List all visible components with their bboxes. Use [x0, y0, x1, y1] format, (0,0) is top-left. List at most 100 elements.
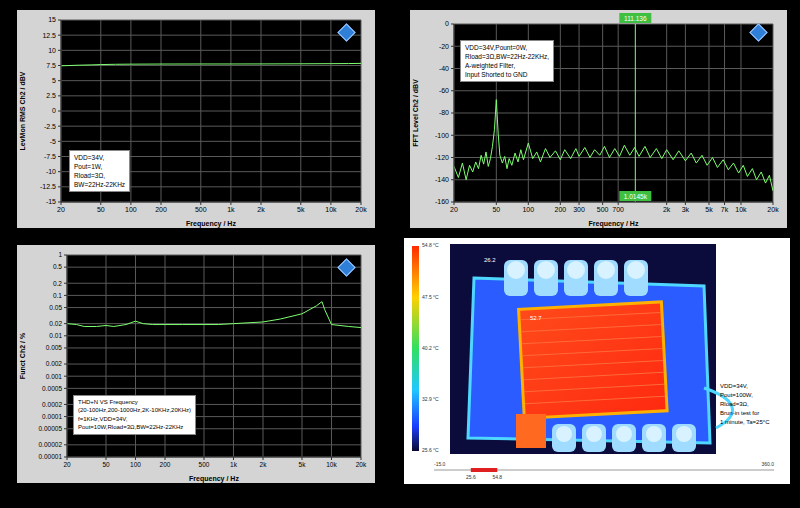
svg-text:0.002: 0.002: [46, 360, 63, 367]
svg-text:12.5: 12.5: [42, 32, 56, 39]
svg-text:47.5 °C: 47.5 °C: [422, 294, 439, 300]
svg-text:Frequency / Hz: Frequency / Hz: [189, 475, 239, 483]
svg-text:-140: -140: [435, 176, 449, 183]
svg-text:20k: 20k: [355, 206, 367, 213]
svg-text:0.00005: 0.00005: [39, 425, 63, 432]
svg-text:54.8: 54.8: [492, 474, 502, 480]
svg-text:1k: 1k: [227, 206, 235, 213]
svg-text:0.2: 0.2: [53, 280, 62, 287]
svg-text:0.1: 0.1: [53, 292, 62, 299]
html-text:Rload=3Ω,BW=22Hz-22KHz,: Rload=3Ω,BW=22Hz-22KHz,: [465, 53, 549, 61]
svg-text:2k: 2k: [257, 206, 265, 213]
svg-text:2k: 2k: [663, 206, 671, 213]
svg-text:-5: -5: [50, 138, 56, 145]
html-text:A-weighted Filter,: A-weighted Filter,: [465, 62, 516, 70]
svg-text:-40: -40: [439, 65, 449, 72]
svg-text:50: 50: [102, 461, 110, 468]
svg-text:300: 300: [573, 206, 585, 213]
svg-text:20k: 20k: [356, 461, 367, 468]
svg-text:500: 500: [597, 206, 609, 213]
svg-text:0: 0: [445, 20, 449, 27]
html-text:Pout=1W,: Pout=1W,: [74, 163, 103, 171]
svg-text:FFT Level Ch2 / dBV: FFT Level Ch2 / dBV: [412, 79, 419, 147]
svg-text:1: 1: [58, 251, 62, 258]
svg-text:-160: -160: [435, 198, 449, 205]
svg-text:-12.5: -12.5: [40, 183, 56, 190]
svg-text:10k: 10k: [325, 206, 337, 213]
svg-text:Frequency / Hz: Frequency / Hz: [186, 220, 236, 228]
svg-text:200: 200: [554, 206, 566, 213]
svg-text:Pout=100W,: Pout=100W,: [720, 392, 753, 398]
svg-text:20k: 20k: [767, 206, 779, 213]
svg-text:200: 200: [160, 461, 171, 468]
svg-text:-10: -10: [46, 168, 56, 175]
svg-text:0.01: 0.01: [49, 332, 62, 339]
svg-text:7k: 7k: [721, 206, 729, 213]
svg-text:-100: -100: [435, 132, 449, 139]
svg-text:Brun-in test for: Brun-in test for: [720, 410, 759, 416]
svg-text:100: 100: [125, 206, 137, 213]
svg-text:7.5: 7.5: [46, 62, 56, 69]
svg-text:-80: -80: [439, 109, 449, 116]
svg-text:500: 500: [199, 461, 210, 468]
svg-text:VDD=34V,: VDD=34V,: [720, 383, 748, 389]
svg-text:0.05: 0.05: [49, 304, 62, 311]
svg-text:40.2 °C: 40.2 °C: [422, 345, 439, 351]
svg-text:0.00001: 0.00001: [39, 453, 63, 460]
svg-text:0.0001: 0.0001: [42, 413, 62, 420]
svg-text:0.0005: 0.0005: [42, 385, 62, 392]
svg-text:3k: 3k: [682, 206, 690, 213]
html-text:BW=22Hz-22KHz: BW=22Hz-22KHz: [74, 181, 126, 189]
svg-text:200: 200: [155, 206, 167, 213]
svg-text:0: 0: [52, 107, 56, 114]
svg-text:20: 20: [63, 461, 71, 468]
svg-text:1.0145k: 1.0145k: [624, 193, 648, 200]
svg-text:20: 20: [450, 206, 458, 213]
svg-text:25.6 °C: 25.6 °C: [422, 447, 439, 453]
svg-text:0.02: 0.02: [49, 320, 62, 327]
svg-text:111.136: 111.136: [624, 15, 647, 22]
svg-text:2.5: 2.5: [46, 92, 56, 99]
svg-text:5: 5: [52, 77, 56, 84]
svg-text:10: 10: [48, 47, 56, 54]
svg-text:0.005: 0.005: [46, 344, 63, 351]
svg-text:32.9 °C: 32.9 °C: [422, 396, 439, 402]
svg-text:-60: -60: [439, 87, 449, 94]
svg-text:0.001: 0.001: [46, 373, 63, 380]
svg-text:25.6: 25.6: [466, 474, 476, 480]
svg-text:Rload=3Ω,: Rload=3Ω,: [720, 401, 749, 407]
svg-text:1k: 1k: [230, 461, 238, 468]
svg-text:0.00002: 0.00002: [39, 441, 63, 448]
svg-text:2k: 2k: [260, 461, 268, 468]
svg-text:700: 700: [612, 206, 624, 213]
svg-text:26.2: 26.2: [484, 257, 496, 263]
svg-text:0.5: 0.5: [53, 263, 62, 270]
svg-text:100: 100: [130, 461, 141, 468]
svg-text:-20: -20: [439, 43, 449, 50]
svg-text:10k: 10k: [735, 206, 747, 213]
svg-text:-2.5: -2.5: [44, 123, 56, 130]
svg-text:Funct Ch2 / %: Funct Ch2 / %: [19, 332, 26, 379]
svg-text:5k: 5k: [705, 206, 713, 213]
svg-text:500: 500: [195, 206, 207, 213]
svg-text:50: 50: [492, 206, 500, 213]
svg-text:-7.5: -7.5: [44, 153, 56, 160]
svg-text:0.0002: 0.0002: [42, 401, 62, 408]
svg-text:50: 50: [97, 206, 105, 213]
svg-text:LevMon RMS Ch2 / dBV: LevMon RMS Ch2 / dBV: [19, 71, 26, 150]
svg-text:-120: -120: [435, 154, 449, 161]
html-text:Rload=3Ω,: Rload=3Ω,: [74, 172, 106, 180]
svg-text:54.8 °C: 54.8 °C: [422, 242, 439, 248]
svg-text:Frequency / Hz: Frequency / Hz: [589, 220, 639, 228]
svg-text:5k: 5k: [297, 206, 305, 213]
svg-text:-15.0: -15.0: [434, 461, 446, 467]
svg-text:360.0: 360.0: [761, 461, 774, 467]
svg-text:1 minute, Ta=25°C: 1 minute, Ta=25°C: [720, 419, 770, 425]
svg-text:-15: -15: [46, 198, 56, 205]
svg-text:52.7: 52.7: [530, 315, 542, 321]
svg-text:15: 15: [48, 16, 56, 23]
svg-text:10k: 10k: [326, 461, 337, 468]
svg-text:100: 100: [522, 206, 534, 213]
svg-text:5k: 5k: [299, 461, 307, 468]
svg-text:20: 20: [57, 206, 65, 213]
